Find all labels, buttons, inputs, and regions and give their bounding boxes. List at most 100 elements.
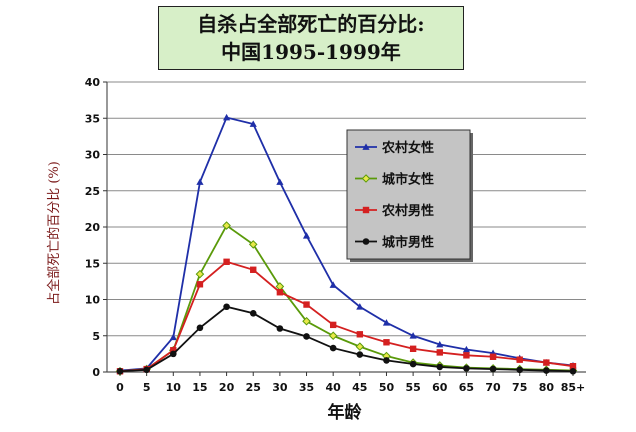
data-point bbox=[356, 331, 364, 338]
data-point bbox=[222, 221, 231, 230]
x-tick-label: 10 bbox=[166, 381, 182, 394]
data-point bbox=[169, 333, 177, 341]
chart-title-line1: 自杀占全部死亡的百分比: bbox=[197, 12, 425, 36]
data-point bbox=[328, 331, 338, 341]
data-point bbox=[569, 363, 577, 370]
legend-marker bbox=[362, 143, 370, 150]
x-tick-label: 50 bbox=[379, 381, 395, 394]
data-point bbox=[329, 281, 337, 288]
data-point bbox=[382, 319, 391, 326]
legend-entry: 农村女性 bbox=[355, 140, 434, 156]
series-3 bbox=[116, 303, 577, 375]
x-tick-label: 60 bbox=[432, 381, 448, 394]
y-tick-label: 15 bbox=[85, 257, 100, 270]
data-point bbox=[329, 321, 337, 329]
x-tick-label: 25 bbox=[246, 381, 261, 394]
legend-entry: 城市男性 bbox=[355, 235, 434, 251]
series-line bbox=[119, 305, 574, 373]
y-tick-label: 30 bbox=[85, 149, 101, 162]
y-axis-title: 占全部死亡的百分比 (%) bbox=[46, 161, 62, 305]
data-point bbox=[543, 359, 550, 366]
data-point bbox=[543, 367, 550, 374]
data-point bbox=[222, 113, 231, 121]
x-tick-label: 75 bbox=[512, 381, 527, 394]
data-point bbox=[116, 367, 124, 375]
y-tick-label: 0 bbox=[92, 366, 100, 379]
y-tick-label: 25 bbox=[85, 185, 100, 198]
data-point bbox=[569, 367, 577, 375]
data-point bbox=[303, 301, 310, 308]
x-tick-label: 30 bbox=[272, 381, 288, 394]
data-point bbox=[356, 303, 364, 310]
data-point bbox=[516, 366, 524, 374]
data-point bbox=[143, 366, 150, 374]
x-tick-label: 65 bbox=[459, 381, 474, 394]
data-point bbox=[409, 345, 417, 352]
data-point bbox=[195, 269, 205, 279]
y-tick-label: 5 bbox=[92, 330, 100, 343]
x-tick-label: 55 bbox=[405, 381, 420, 394]
x-tick-label: 85+ bbox=[561, 381, 586, 394]
data-point bbox=[170, 347, 177, 354]
data-point bbox=[223, 258, 230, 265]
data-point bbox=[196, 281, 204, 288]
legend-entry: 城市女性 bbox=[355, 172, 434, 188]
data-point bbox=[196, 324, 204, 332]
data-point bbox=[276, 325, 284, 332]
data-point bbox=[249, 120, 257, 127]
legend-entry: 农村男性 bbox=[355, 203, 434, 219]
legend-marker bbox=[362, 238, 370, 245]
data-point bbox=[276, 289, 284, 296]
data-point bbox=[383, 357, 390, 364]
legend-marker bbox=[361, 174, 371, 183]
data-point bbox=[516, 356, 523, 363]
y-tick-label: 10 bbox=[85, 294, 101, 307]
data-point bbox=[169, 350, 177, 358]
y-tick-label: 35 bbox=[85, 112, 100, 125]
data-point bbox=[409, 360, 417, 368]
chart-title-box: 自杀占全部死亡的百分比: 中国1995-1999年 bbox=[158, 6, 464, 70]
data-point bbox=[436, 349, 443, 356]
data-point bbox=[462, 345, 471, 353]
data-point bbox=[329, 344, 337, 352]
data-point bbox=[436, 340, 444, 348]
legend-marker bbox=[362, 206, 370, 214]
data-point bbox=[356, 351, 364, 358]
y-tick-label: 40 bbox=[85, 76, 101, 89]
x-tick-label: 0 bbox=[116, 381, 124, 394]
data-point bbox=[223, 303, 230, 311]
chart-title-line2: 中国1995-1999年 bbox=[221, 40, 401, 64]
data-point bbox=[489, 365, 497, 373]
x-tick-label: 35 bbox=[299, 381, 314, 394]
data-point bbox=[302, 232, 311, 239]
data-point bbox=[196, 178, 204, 185]
data-point bbox=[489, 353, 497, 360]
series-2 bbox=[116, 258, 577, 375]
x-axis-title: 年龄 bbox=[328, 402, 363, 423]
legend-label: 农村女性 bbox=[381, 140, 434, 156]
legend-label: 城市女性 bbox=[382, 172, 434, 188]
series bbox=[115, 113, 578, 376]
data-point bbox=[302, 316, 311, 326]
x-tick-label: 45 bbox=[352, 381, 367, 394]
data-point bbox=[383, 339, 390, 346]
data-point bbox=[248, 240, 258, 249]
data-point bbox=[303, 333, 310, 340]
x-tick-label: 15 bbox=[192, 381, 207, 394]
x-tick-label: 40 bbox=[326, 381, 342, 394]
legend-label: 农村男性 bbox=[381, 203, 434, 219]
x-tick-label: 20 bbox=[219, 381, 235, 394]
y-tick-label: 20 bbox=[85, 221, 101, 234]
data-point bbox=[409, 332, 417, 339]
data-point bbox=[463, 352, 470, 359]
data-point bbox=[276, 178, 284, 185]
series-line bbox=[119, 116, 574, 372]
tick-labels: 0 5 10 15 20 25 30 35 40 0 5 10 15 20 25 30 35 40 45 50 55 60… bbox=[85, 76, 586, 394]
x-tick-label: 70 bbox=[485, 381, 501, 394]
series-line bbox=[119, 260, 574, 373]
x-tick-label: 5 bbox=[143, 381, 151, 394]
data-point bbox=[355, 342, 365, 351]
data-point bbox=[436, 363, 444, 371]
